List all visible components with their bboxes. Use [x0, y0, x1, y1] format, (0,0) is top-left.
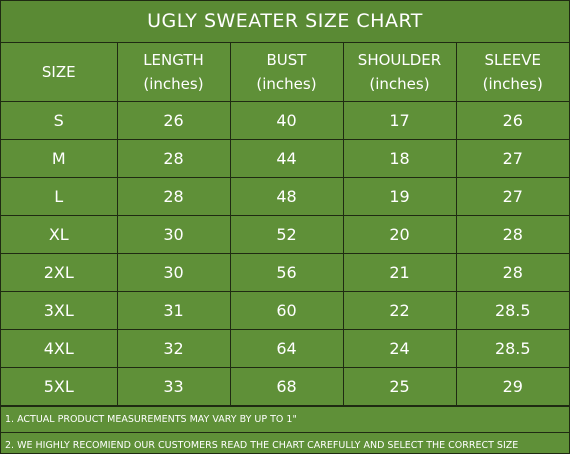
sleeve-cell: 27	[455, 177, 569, 216]
size-row: 2XL 30 56 21 28	[1, 253, 569, 292]
size-row: 3XL 31 60 22 28.5	[1, 291, 569, 330]
length-cell: 32	[116, 329, 231, 368]
header-size: SIZE	[1, 43, 118, 102]
header-length: LENGTH (inches)	[116, 43, 231, 102]
bust-cell: 52	[229, 215, 344, 254]
size-row: M 28 44 18 27	[1, 139, 569, 178]
shoulder-cell: 22	[342, 291, 457, 330]
shoulder-cell: 18	[342, 139, 457, 178]
bust-cell: 68	[229, 367, 344, 406]
header-bust-unit: (inches)	[256, 75, 317, 93]
bust-cell: 44	[229, 139, 344, 178]
size-cell: 5XL	[1, 367, 118, 406]
size-cell: M	[1, 139, 118, 178]
header-length-label: LENGTH	[143, 51, 204, 69]
chart-title: UGLY SWEATER SIZE CHART	[1, 1, 569, 43]
header-shoulder-label: SHOULDER	[357, 51, 442, 69]
header-shoulder: SHOULDER (inches)	[342, 43, 457, 102]
bust-cell: 48	[229, 177, 344, 216]
size-cell: 3XL	[1, 291, 118, 330]
sleeve-cell: 26	[455, 101, 569, 140]
header-sleeve-unit: (inches)	[482, 75, 543, 93]
size-row: S 26 40 17 26	[1, 101, 569, 140]
sleeve-cell: 28	[455, 215, 569, 254]
length-cell: 33	[116, 367, 231, 406]
size-cell: S	[1, 101, 118, 140]
header-size-label: SIZE	[41, 63, 76, 81]
shoulder-cell: 25	[342, 367, 457, 406]
size-row: 4XL 32 64 24 28.5	[1, 329, 569, 368]
size-cell: L	[1, 177, 118, 216]
size-cell: 4XL	[1, 329, 118, 368]
length-cell: 31	[116, 291, 231, 330]
sleeve-cell: 28.5	[455, 291, 569, 330]
shoulder-cell: 20	[342, 215, 457, 254]
notes: 1. ACTUAL PRODUCT MEASUREMENTS MAY VARY …	[1, 406, 569, 458]
header-shoulder-unit: (inches)	[369, 75, 430, 93]
bust-cell: 40	[229, 101, 344, 140]
header-bust-label: BUST	[266, 51, 307, 69]
size-row: XL 30 52 20 28	[1, 215, 569, 254]
sleeve-cell: 28.5	[455, 329, 569, 368]
shoulder-cell: 19	[342, 177, 457, 216]
sleeve-cell: 28	[455, 253, 569, 292]
bust-cell: 56	[229, 253, 344, 292]
size-cell: XL	[1, 215, 118, 254]
length-cell: 30	[116, 215, 231, 254]
shoulder-cell: 17	[342, 101, 457, 140]
length-cell: 26	[116, 101, 231, 140]
sleeve-cell: 29	[455, 367, 569, 406]
size-row: 5XL 33 68 25 29	[1, 367, 569, 406]
header-bust: BUST (inches)	[229, 43, 344, 102]
length-cell: 28	[116, 139, 231, 178]
shoulder-cell: 24	[342, 329, 457, 368]
bust-cell: 60	[229, 291, 344, 330]
shoulder-cell: 21	[342, 253, 457, 292]
sleeve-cell: 27	[455, 139, 569, 178]
header-sleeve: SLEEVE (inches)	[455, 43, 569, 102]
header-row: SIZE LENGTH (inches) BUST (inches) SHOUL…	[1, 43, 569, 102]
header-length-unit: (inches)	[143, 75, 204, 93]
length-cell: 28	[116, 177, 231, 216]
size-row: L 28 48 19 27	[1, 177, 569, 216]
size-cell: 2XL	[1, 253, 118, 292]
header-sleeve-label: SLEEVE	[484, 51, 542, 69]
bust-cell: 64	[229, 329, 344, 368]
length-cell: 30	[116, 253, 231, 292]
note-read-chart: 2. WE HIGHLY RECOMIEND OUR CUSTOMERS REA…	[1, 432, 569, 458]
size-table: SIZE LENGTH (inches) BUST (inches) SHOUL…	[1, 43, 569, 406]
note-measurement-variance: 1. ACTUAL PRODUCT MEASUREMENTS MAY VARY …	[1, 406, 569, 432]
